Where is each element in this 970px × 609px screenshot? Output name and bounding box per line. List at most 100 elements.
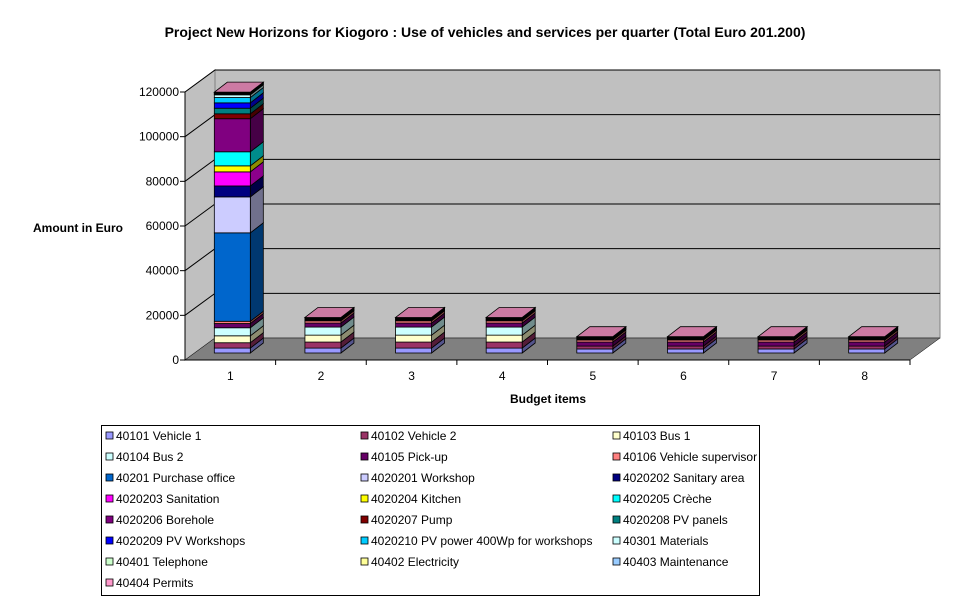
x-tick-label: 7	[771, 369, 778, 383]
legend-swatch	[105, 431, 114, 440]
legend-swatch	[360, 515, 369, 524]
floor	[184, 337, 941, 361]
bar-segment	[213, 196, 251, 234]
bar-segment	[213, 232, 251, 322]
bar-5	[575, 325, 627, 354]
legend-entry: 4020209 PV Workshops	[116, 534, 245, 548]
bar-segment	[395, 347, 432, 354]
bar-segment	[304, 347, 342, 354]
bar-segment	[213, 323, 251, 329]
legend-entry: 4020207 Pump	[371, 513, 453, 527]
legend-swatch	[360, 494, 369, 503]
legend-swatch	[612, 494, 621, 503]
legend-swatch	[105, 452, 114, 461]
legend-entry: 4020201 Workshop	[371, 471, 475, 485]
bar-segment	[213, 94, 251, 98]
bar-top	[485, 307, 537, 318]
bar-6	[666, 325, 718, 354]
bar-segment	[485, 322, 523, 328]
legend-swatch	[360, 452, 369, 461]
bar-segment	[304, 341, 342, 349]
legend-swatch	[105, 536, 114, 545]
bar-segment	[213, 327, 251, 337]
x-tick-label: 6	[680, 369, 687, 383]
bar-2	[303, 306, 356, 354]
legend-entry: 4020202 Sanitary area	[623, 471, 745, 485]
bar-segment	[667, 348, 704, 354]
legend-entry: 40404 Permits	[116, 576, 193, 590]
bar-segment	[667, 345, 704, 350]
bar-segment	[213, 102, 251, 109]
legend-entry: 40101 Vehicle 1	[116, 429, 202, 443]
bar-top	[303, 307, 356, 318]
bar-segment	[304, 326, 342, 336]
legend-swatch	[105, 557, 114, 566]
bar-segment-side	[249, 222, 264, 323]
bar-segment	[395, 341, 432, 349]
legend-swatch	[105, 515, 114, 524]
legend-swatch	[612, 473, 621, 482]
legend-box	[101, 425, 760, 596]
legend-swatch	[612, 557, 621, 566]
y-tick-label: 80000	[146, 174, 180, 188]
bar-segment	[213, 342, 251, 349]
y-tick-label: 40000	[146, 264, 180, 278]
x-tick-label: 5	[589, 369, 596, 383]
bar-segment	[485, 326, 523, 336]
legend-swatch	[360, 536, 369, 545]
bar-segment	[576, 348, 614, 354]
legend-swatch	[360, 557, 369, 566]
legend-entry: 40102 Vehicle 2	[371, 429, 457, 443]
bar-segment	[213, 165, 251, 173]
bar-segment	[757, 345, 795, 350]
x-tick-label: 2	[318, 369, 325, 383]
legend-swatch	[612, 452, 621, 461]
legend-entry: 40401 Telephone	[116, 555, 208, 569]
legend-entry: 40103 Bus 1	[623, 429, 691, 443]
legend-entry: 40105 Pick-up	[371, 450, 448, 464]
y-tick-label: 120000	[139, 85, 179, 99]
legend-swatch	[105, 473, 114, 482]
bar-segment	[576, 345, 614, 350]
legend-entry: 4020203 Sanitation	[116, 492, 219, 506]
legend-entry: 4020208 PV panels	[623, 513, 728, 527]
bar-8	[847, 325, 899, 354]
gridline	[184, 69, 940, 93]
bar-segment	[576, 341, 614, 347]
bar-4	[485, 306, 537, 354]
bar-segment	[304, 334, 342, 343]
bar-segment	[213, 185, 251, 198]
legend-entry: 40403 Maintenance	[623, 555, 729, 569]
legend-entry: 4020204 Kitchen	[371, 492, 461, 506]
x-tick-label: 3	[408, 369, 415, 383]
bar-top	[666, 326, 718, 338]
bar-1	[213, 81, 265, 354]
bar-segment	[848, 341, 886, 347]
legend-swatch	[360, 473, 369, 482]
y-tick-label: 0	[172, 353, 179, 367]
bar-segment	[213, 151, 251, 167]
bar-segment	[757, 341, 795, 347]
bar-segment	[848, 348, 886, 354]
bar-segment	[213, 113, 251, 120]
bar-3	[394, 306, 446, 354]
legend-swatch	[612, 536, 621, 545]
legend-swatch	[105, 494, 114, 503]
y-tick-label: 60000	[146, 219, 180, 233]
bar-segment	[485, 341, 523, 349]
bar-segment	[213, 335, 251, 344]
bar-top	[756, 326, 809, 338]
legend-entry: 4020206 Borehole	[116, 513, 214, 527]
bar-7	[756, 325, 809, 354]
bar-segment	[485, 334, 523, 343]
bar-segment	[667, 341, 704, 347]
legend-swatch	[360, 431, 369, 440]
bar-top	[847, 326, 899, 338]
x-tick-label: 1	[227, 369, 234, 383]
bar-top	[394, 307, 446, 318]
bar-segment	[757, 348, 795, 354]
legend-entry: 40106 Vehicle supervisor	[623, 450, 757, 464]
bar-segment	[848, 345, 886, 350]
chart-title: Project New Horizons for Kiogoro : Use o…	[165, 24, 806, 40]
legend-entry: 40104 Bus 2	[116, 450, 184, 464]
